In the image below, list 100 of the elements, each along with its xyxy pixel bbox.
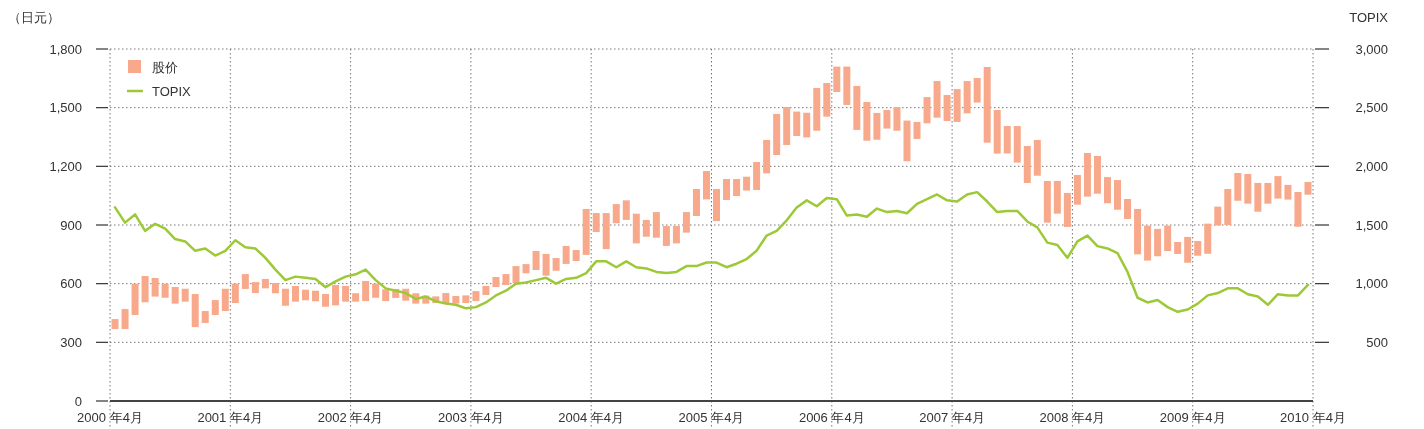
x-tick-label: 2008 年4月 [1039, 410, 1106, 425]
bar [1124, 198, 1132, 219]
bar [833, 66, 841, 93]
bar [1003, 126, 1011, 154]
bar [121, 309, 129, 330]
bar [863, 102, 871, 141]
bar [763, 139, 771, 174]
bar [1284, 184, 1292, 200]
bar [953, 89, 961, 122]
bar [1063, 192, 1071, 227]
bar [342, 286, 350, 302]
bar [1114, 180, 1122, 210]
bar [562, 245, 570, 264]
bar [1144, 225, 1152, 261]
bar [312, 290, 320, 302]
bar [111, 319, 119, 330]
bar [813, 87, 821, 131]
bar [903, 120, 911, 162]
bar [181, 288, 189, 302]
y-tick-label: 0 [74, 393, 82, 409]
bar [532, 251, 540, 270]
bar [291, 286, 299, 302]
bar [773, 113, 781, 155]
y-tick-label: 1,200 [49, 158, 82, 174]
bar [452, 295, 460, 304]
bar [1184, 236, 1192, 263]
bar [261, 278, 269, 289]
bar [211, 300, 219, 315]
bar [612, 204, 620, 224]
y2-tick-label: 1,000 [1355, 276, 1388, 292]
y2-tick-label: 3,000 [1355, 41, 1388, 57]
x-tick-label: 2005 年4月 [678, 410, 745, 425]
bar [692, 189, 700, 216]
bar [301, 289, 309, 301]
y-axis-title: （日元） [8, 10, 60, 25]
bar [652, 212, 660, 238]
bar [632, 213, 640, 244]
bar [1204, 223, 1212, 254]
bar [993, 110, 1001, 154]
bar [592, 213, 600, 233]
bar [1103, 177, 1111, 204]
bar [251, 282, 259, 294]
bar [1164, 225, 1172, 252]
bar [622, 200, 630, 220]
x-tick-label: 2004 年4月 [558, 410, 625, 425]
bar [231, 283, 239, 304]
bar [783, 107, 791, 146]
bar [642, 219, 650, 237]
bar [1053, 181, 1061, 214]
bar [1073, 174, 1081, 205]
y-tick-label: 600 [60, 276, 82, 292]
bar [1224, 189, 1232, 225]
bar [281, 288, 289, 306]
bar [1013, 126, 1021, 163]
bar [522, 264, 530, 274]
bar [221, 288, 229, 312]
bar [492, 277, 500, 287]
bar [482, 286, 490, 296]
bar [923, 97, 931, 124]
bar [713, 189, 721, 222]
bar [582, 208, 590, 255]
bar [572, 250, 580, 261]
y2-tick-label: 1,500 [1355, 217, 1388, 233]
bar [201, 311, 209, 323]
bar [723, 179, 731, 200]
bar [1264, 182, 1272, 204]
bar [1033, 139, 1041, 176]
bar [743, 176, 751, 191]
bar [241, 274, 249, 289]
bar [131, 283, 139, 315]
bar [542, 253, 550, 276]
y2-axis-title: TOPIX [1349, 10, 1389, 25]
bar [843, 66, 851, 105]
x-tick-label: 2006 年4月 [798, 410, 865, 425]
bar [983, 66, 991, 143]
x-tick-label: 2002 年4月 [317, 410, 384, 425]
bar [1254, 182, 1262, 212]
bar [672, 225, 680, 244]
bar [1083, 153, 1091, 197]
bar [803, 112, 811, 138]
bar [191, 294, 199, 328]
y-tick-label: 300 [60, 334, 82, 350]
bar [973, 77, 981, 103]
bar [702, 171, 710, 200]
bar [823, 83, 831, 117]
bar [1294, 191, 1302, 227]
bar [733, 179, 741, 197]
bar [913, 121, 921, 139]
bar [322, 294, 330, 307]
bar [1174, 242, 1182, 254]
bar [462, 295, 470, 304]
y2-tick-label: 2,500 [1355, 100, 1388, 116]
bar [502, 274, 510, 286]
bar [1244, 173, 1252, 204]
bar [933, 81, 941, 118]
bar [362, 280, 370, 302]
x-tick-label: 2009 年4月 [1159, 410, 1226, 425]
x-tick-label: 2001 年4月 [197, 410, 264, 425]
legend-label: 股价 [152, 60, 178, 75]
bar [372, 283, 380, 298]
